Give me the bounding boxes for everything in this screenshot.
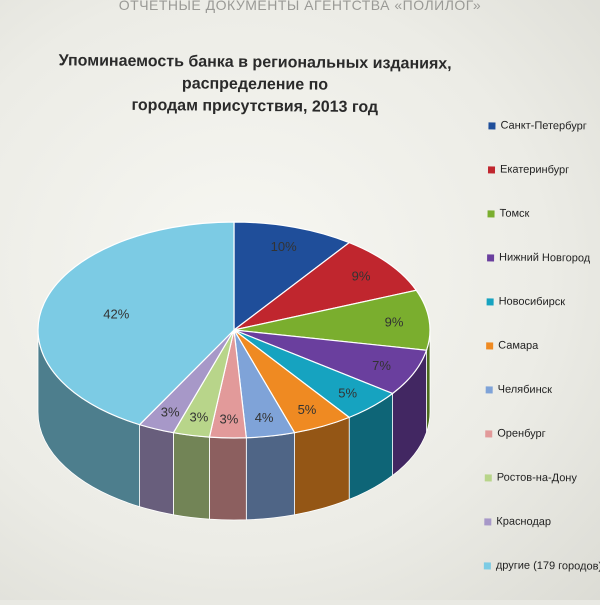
- legend-label: Томск: [499, 207, 530, 220]
- legend-swatch: [486, 298, 494, 306]
- pie-slice-3: [233, 289, 431, 351]
- legend-swatch: [483, 562, 491, 570]
- pie-top-slices: [37, 221, 431, 439]
- pie-label-slice-11: 42%: [103, 306, 129, 321]
- legend-swatch: [485, 430, 493, 438]
- pie-slice-1: [233, 221, 351, 332]
- pie-wall-slice-10: [139, 424, 174, 516]
- pie-label-slice-9: 3%: [190, 409, 209, 424]
- pie-data-labels: 10% 9% 9% 7% 5% 5% 4% 3% 3% 3% 42%: [103, 239, 404, 427]
- legend-label: Краснодар: [496, 515, 552, 529]
- legend-label: Оренбург: [497, 427, 546, 441]
- legend-swatch: [487, 166, 496, 174]
- legend-item: Новосибирск: [486, 295, 600, 340]
- pie-wall-slice-8: [209, 436, 247, 521]
- pie-slice-2: [233, 241, 418, 331]
- legend-item: Краснодар: [484, 515, 598, 560]
- legend-swatch: [487, 254, 495, 262]
- legend-item: Самара: [486, 339, 600, 384]
- legend-swatch: [488, 122, 496, 130]
- legend-swatch: [486, 342, 494, 350]
- legend-item: Екатеринбург: [487, 163, 600, 208]
- pie-wall-slice-7: [245, 432, 295, 521]
- pie-label-slice-8: 3%: [220, 412, 239, 427]
- legend-swatch: [484, 474, 492, 482]
- legend-label: Новосибирск: [498, 295, 566, 309]
- pie-label-slice-4: 7%: [372, 358, 391, 373]
- legend-label: Нижний Новгород: [499, 251, 591, 265]
- pie-label-slice-1: 10%: [271, 239, 297, 254]
- pie-wall-slice-6: [294, 416, 350, 516]
- legend-item: Оренбург: [485, 427, 599, 472]
- legend-label: Самара: [498, 339, 539, 352]
- legend-item: Ростов-на-Дону: [484, 471, 598, 516]
- legend-swatch: [484, 518, 492, 526]
- legend-item: Санкт-Петербург: [488, 119, 600, 164]
- pie-label-slice-10: 3%: [161, 404, 180, 419]
- legend-swatch: [485, 386, 493, 394]
- pie-label-slice-7: 4%: [255, 410, 274, 425]
- pie-slice-11: [37, 221, 235, 426]
- legend-label: другие (179 городов): [495, 559, 600, 573]
- pie-wall-slice-9: [173, 432, 210, 520]
- pie-label-slice-2: 9%: [352, 269, 371, 284]
- legend-item: другие (179 городов): [483, 559, 600, 604]
- legend-label: Екатеринбург: [499, 163, 570, 177]
- legend-item: Челябинск: [485, 383, 599, 428]
- legend-item: Томск: [487, 207, 600, 252]
- pie-label-slice-6: 5%: [298, 402, 317, 417]
- pie-label-slice-3: 9%: [385, 315, 404, 330]
- legend-label: Санкт-Петербург: [500, 119, 587, 133]
- legend-label: Челябинск: [497, 383, 553, 397]
- legend-swatch: [487, 210, 495, 218]
- legend-item: Нижний Новгород: [487, 251, 600, 296]
- chart-legend: Санкт-Петербург Екатеринбург Томск Нижний Н…: [483, 119, 600, 604]
- legend-label: Ростов-на-Дону: [496, 471, 577, 485]
- pie-side-walls: [37, 329, 431, 521]
- document-header: ОТЧЕТНЫЕ ДОКУМЕНТЫ АГЕНТСТВА «ПОЛИЛОГ»: [118, 0, 482, 13]
- pie-label-slice-5: 5%: [338, 386, 357, 401]
